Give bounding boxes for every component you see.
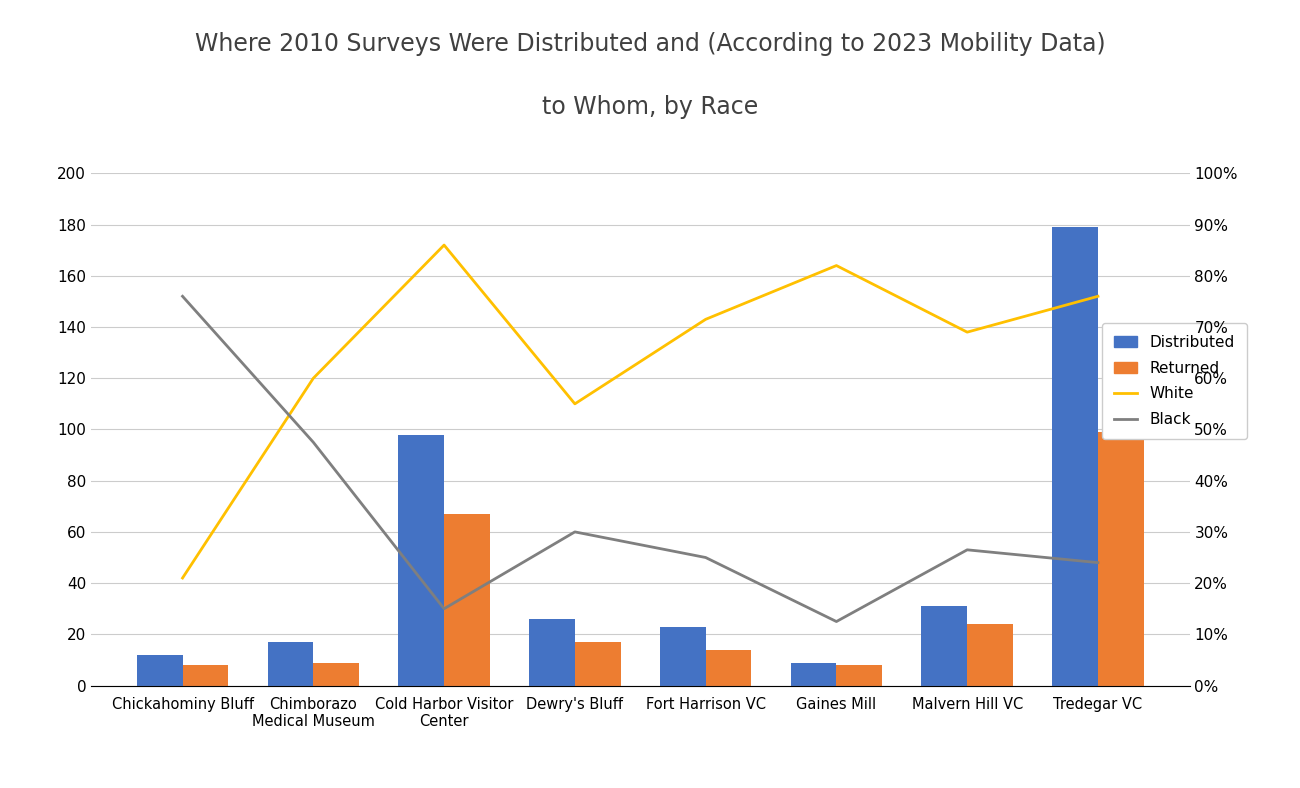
Bar bbox=[836, 665, 883, 686]
Bar bbox=[967, 624, 1013, 686]
Bar bbox=[445, 514, 490, 686]
Bar bbox=[268, 642, 313, 686]
Black bbox=[437, 604, 452, 613]
Bar bbox=[1052, 227, 1098, 686]
Bar bbox=[660, 626, 706, 686]
Bar bbox=[313, 663, 359, 686]
White bbox=[828, 261, 844, 270]
White bbox=[959, 328, 975, 337]
Black bbox=[306, 437, 321, 447]
Bar bbox=[398, 435, 445, 686]
Line: White: White bbox=[182, 245, 1098, 578]
Bar bbox=[706, 649, 751, 686]
White bbox=[306, 374, 321, 383]
Bar bbox=[136, 655, 182, 686]
Black bbox=[959, 545, 975, 555]
Line: Black: Black bbox=[182, 296, 1098, 622]
Bar bbox=[529, 619, 575, 686]
White bbox=[174, 574, 190, 583]
White bbox=[698, 314, 714, 324]
Bar bbox=[575, 642, 620, 686]
Text: Where 2010 Surveys Were Distributed and (According to 2023 Mobility Data): Where 2010 Surveys Were Distributed and … bbox=[195, 32, 1105, 55]
Black bbox=[698, 553, 714, 563]
Legend: Distributed, Returned, White, Black: Distributed, Returned, White, Black bbox=[1102, 323, 1247, 440]
Black bbox=[567, 527, 582, 537]
Bar bbox=[922, 606, 967, 686]
Bar bbox=[182, 665, 229, 686]
White bbox=[567, 399, 582, 408]
Black bbox=[174, 292, 190, 301]
Bar bbox=[1098, 432, 1144, 686]
White bbox=[437, 240, 452, 250]
Text: to Whom, by Race: to Whom, by Race bbox=[542, 95, 758, 118]
Black bbox=[828, 617, 844, 626]
Black bbox=[1091, 558, 1106, 567]
White bbox=[1091, 292, 1106, 301]
Bar bbox=[790, 663, 836, 686]
